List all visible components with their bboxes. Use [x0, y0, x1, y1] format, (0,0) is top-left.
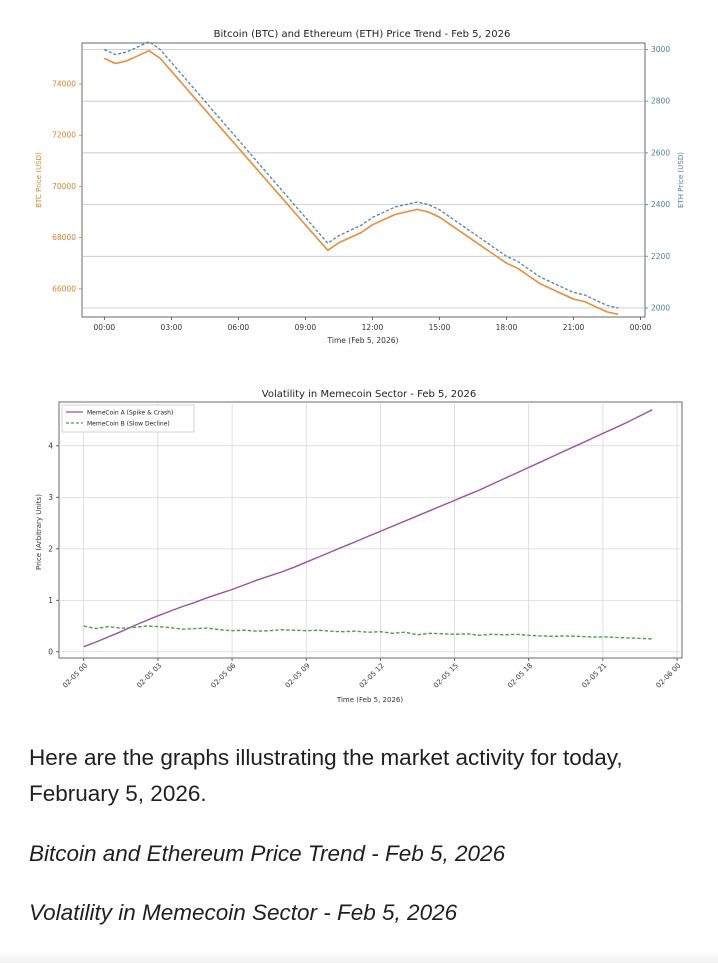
chart1-y-tick-label: 66000 — [52, 284, 76, 293]
chart2-y-tick-label: 0 — [48, 647, 53, 656]
chart1-y2-tick-label: 2600 — [651, 148, 670, 157]
chart1-y2-tick-label: 2400 — [651, 200, 670, 209]
bottom-fade — [0, 951, 718, 963]
legend-label-memecoin-a: MemeCoin A (Spike & Crash) — [87, 410, 173, 417]
chart2-x-tick-label: 02-05 06 — [210, 661, 238, 689]
caption-memecoin: Volatility in Memecoin Sector - Feb 5, 2… — [29, 900, 458, 925]
chart2-x-tick-label: 02-05 09 — [284, 662, 312, 690]
memecoin-volatility-chart: Volatility in Memecoin Sector - Feb 5, 2… — [35, 389, 683, 704]
chart1-y-tick-label: 68000 — [52, 233, 76, 242]
chart1-y2-tick-label: 3000 — [651, 45, 670, 54]
btc-eth-price-chart: Bitcoin (BTC) and Ethereum (ETH) Price T… — [35, 29, 685, 345]
chart2-x-tick-label: 02-05 21 — [580, 662, 608, 690]
memecoin-b-line — [83, 625, 653, 640]
chart2-y-tick-label: 3 — [48, 493, 53, 502]
chart2-x-tick-label: 02-05 03 — [135, 662, 163, 690]
chart2-x-tick-label: 02-05 00 — [61, 662, 89, 690]
chart1-plot-area — [81, 42, 646, 318]
chart1-y-tick-label: 72000 — [52, 131, 76, 140]
chart1-x-tick-label: 12:00 — [362, 323, 384, 332]
chart1-y2-tick-label: 2800 — [651, 97, 670, 106]
intro-paragraph: Here are the graphs illustrating the mar… — [29, 745, 623, 806]
chart2-y-tick-label: 2 — [48, 544, 53, 553]
chart2-x-tick-label: 02-05 15 — [432, 662, 460, 690]
chart1-x-tick-label: 03:00 — [161, 323, 183, 332]
chart2-legend: MemeCoin A (Spike & Crash) MemeCoin B (S… — [61, 404, 195, 433]
legend-label-memecoin-b: MemeCoin B (Slow Decline) — [87, 421, 170, 428]
chart2-y-tick-label: 1 — [48, 596, 53, 605]
chart1-title: Bitcoin (BTC) and Ethereum (ETH) Price T… — [214, 29, 511, 40]
chart2-y-tick-label: 4 — [48, 441, 53, 450]
chart2-x-axis-label: Time (Feb 5, 2026) — [336, 696, 403, 704]
caption-btc-eth: Bitcoin and Ethereum Price Trend - Feb 5… — [29, 841, 506, 866]
chart1-y-axis-label: BTC Price (USD) — [35, 152, 43, 208]
chart1-x-tick-label: 06:00 — [228, 323, 250, 332]
chart1-x-tick-label: 00:00 — [94, 323, 116, 332]
chart1-x-axis-label: Time (Feb 5, 2026) — [327, 336, 399, 345]
chart2-y-axis-label: Price (Arbitrary Units) — [35, 494, 43, 570]
chart1-x-tick-label: 18:00 — [496, 323, 518, 332]
chart1-y2-tick-label: 2000 — [651, 303, 670, 312]
chart1-x-tick-label: 09:00 — [295, 323, 317, 332]
chart2-x-tick-label: 02-05 12 — [358, 662, 386, 690]
chart2-x-tick-label: 02-06 00 — [655, 662, 683, 690]
chart1-x-tick-label: 00:00 — [630, 323, 652, 332]
chart1-y-tick-label: 74000 — [52, 79, 76, 88]
chart1-y2-tick-label: 2200 — [651, 252, 670, 261]
eth-price-line — [104, 41, 619, 309]
chart1-y2-axis-label: ETH Price (USD) — [677, 152, 685, 208]
chart2-x-tick-label: 02-05 18 — [506, 662, 534, 690]
chart1-x-tick-label: 21:00 — [563, 323, 585, 332]
chart2-title: Volatility in Memecoin Sector - Feb 5, 2… — [262, 389, 476, 400]
chart1-y-tick-label: 70000 — [52, 182, 76, 191]
memecoin-a-line — [83, 409, 653, 648]
chart1-x-tick-label: 15:00 — [429, 323, 451, 332]
btc-price-line — [103, 49, 619, 316]
